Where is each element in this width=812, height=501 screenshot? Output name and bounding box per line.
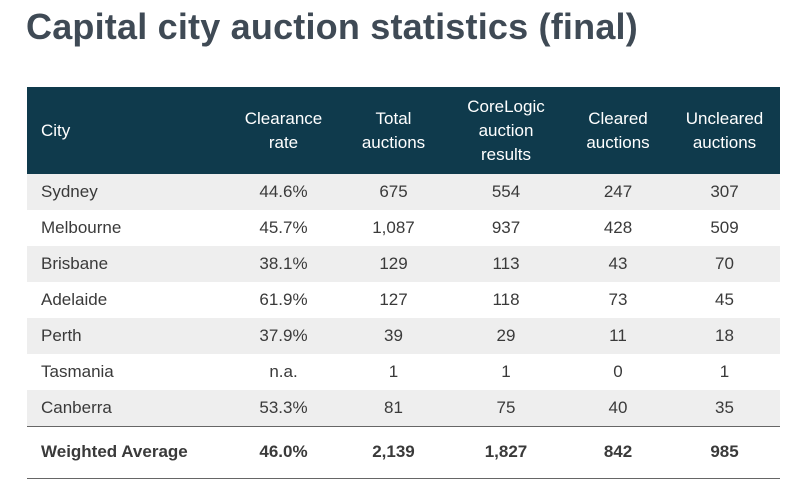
cell-total-auctions: 39 xyxy=(384,326,403,345)
header-total-auctions-line: Total xyxy=(375,108,412,128)
table-row: Tasmania n.a. 1 1 0 1 xyxy=(27,354,780,390)
cell-total-auctions: 1,087 xyxy=(372,218,415,237)
total-cleared: 842 xyxy=(567,425,669,479)
header-cleared-line: Cleared xyxy=(588,108,648,128)
header-clearance-rate-line: Clearance xyxy=(244,108,323,128)
cell-cleared: 428 xyxy=(603,218,633,237)
auction-statistics-table: City Clearance rate Total auctions CoreL… xyxy=(27,87,780,479)
table-row: Canberra 53.3% 81 75 40 35 xyxy=(27,390,780,426)
header-cleared-auctions: Cleared auctions xyxy=(567,87,669,174)
cell-total-auctions: 127 xyxy=(379,290,408,309)
cell-uncleared: 35 xyxy=(715,397,734,417)
table-row: Melbourne 45.7% 1,087 937 428 509 xyxy=(27,210,780,246)
cell-uncleared: 18 xyxy=(715,326,734,345)
header-total-auctions: Total auctions xyxy=(342,87,445,174)
header-uncleared-line: auctions xyxy=(692,132,757,152)
total-clearance-rate: 46.0% xyxy=(225,425,342,479)
cell-uncleared: 509 xyxy=(710,218,739,237)
table-row: Sydney 44.6% 675 554 247 307 xyxy=(27,174,780,210)
cell-clearance-rate: n.a. xyxy=(269,362,298,381)
cell-uncleared: 1 xyxy=(719,362,730,381)
total-label: Weighted Average xyxy=(27,425,225,479)
cell-cleared: 73 xyxy=(608,290,628,309)
cell-clearance-rate: 44.6% xyxy=(259,182,308,201)
header-corelogic-line: auction xyxy=(478,120,534,140)
total-auctions: 2,139 xyxy=(342,425,445,479)
header-corelogic-line: CoreLogic xyxy=(467,96,545,116)
header-cleared-line: auctions xyxy=(586,132,650,152)
cell-cleared: 247 xyxy=(603,182,633,201)
header-corelogic-auction-results: CoreLogic auction results xyxy=(445,87,567,174)
cell-clearance-rate: 61.9% xyxy=(259,290,308,309)
cell-cleared: 0 xyxy=(613,362,623,381)
header-city: City xyxy=(27,87,225,174)
cell-corelogic-results: 113 xyxy=(492,254,520,273)
cell-cleared: 40 xyxy=(608,397,628,417)
total-uncleared: 985 xyxy=(669,425,780,479)
cell-cleared: 43 xyxy=(608,254,628,273)
cell-city: Melbourne xyxy=(41,218,122,237)
cell-total-auctions: 129 xyxy=(379,254,408,273)
cell-corelogic-results: 118 xyxy=(492,290,520,309)
cell-cleared: 11 xyxy=(609,326,627,345)
cell-corelogic-results: 29 xyxy=(496,326,516,345)
cell-city: Canberra xyxy=(41,397,112,417)
cell-uncleared: 70 xyxy=(715,254,734,273)
cell-city: Sydney xyxy=(41,182,98,201)
cell-corelogic-results: 937 xyxy=(491,218,521,237)
cell-corelogic-results: 75 xyxy=(496,397,516,417)
table-header-row: City Clearance rate Total auctions CoreL… xyxy=(27,87,780,174)
cell-total-auctions: 675 xyxy=(379,182,408,201)
header-total-auctions-line: auctions xyxy=(361,132,426,152)
cell-city: Tasmania xyxy=(41,362,114,381)
cell-city: Brisbane xyxy=(41,254,109,273)
table-row: Adelaide 61.9% 127 118 73 45 xyxy=(27,282,780,318)
header-uncleared-line: Uncleared xyxy=(685,108,764,128)
cell-clearance-rate: 45.7% xyxy=(259,218,308,237)
header-city-line: City xyxy=(41,120,71,140)
cell-total-auctions: 1 xyxy=(388,362,399,381)
total-row: Weighted Average 46.0% 2,139 1,827 842 9… xyxy=(27,425,780,479)
cell-clearance-rate: 37.9% xyxy=(259,326,308,345)
page-title: Capital city auction statistics (final) xyxy=(26,6,638,47)
table-row: Brisbane 38.1% 129 113 43 70 xyxy=(27,246,780,282)
header-clearance-rate: Clearance rate xyxy=(225,87,342,174)
cell-uncleared: 45 xyxy=(715,290,734,309)
cell-city: Perth xyxy=(41,326,82,345)
cell-corelogic-results: 554 xyxy=(491,182,521,201)
header-clearance-rate-line: rate xyxy=(268,132,299,152)
total-corelogic-results: 1,827 xyxy=(445,425,567,479)
table-row: Perth 37.9% 39 29 11 18 xyxy=(27,318,780,354)
cell-clearance-rate: 53.3% xyxy=(259,397,308,417)
cell-uncleared: 307 xyxy=(710,182,739,201)
cell-corelogic-results: 1 xyxy=(501,362,511,381)
cell-total-auctions: 81 xyxy=(384,397,403,417)
header-corelogic-line: results xyxy=(480,144,532,164)
cell-city: Adelaide xyxy=(41,290,108,309)
cell-clearance-rate: 38.1% xyxy=(259,254,308,273)
header-uncleared-auctions: Uncleared auctions xyxy=(669,87,780,174)
